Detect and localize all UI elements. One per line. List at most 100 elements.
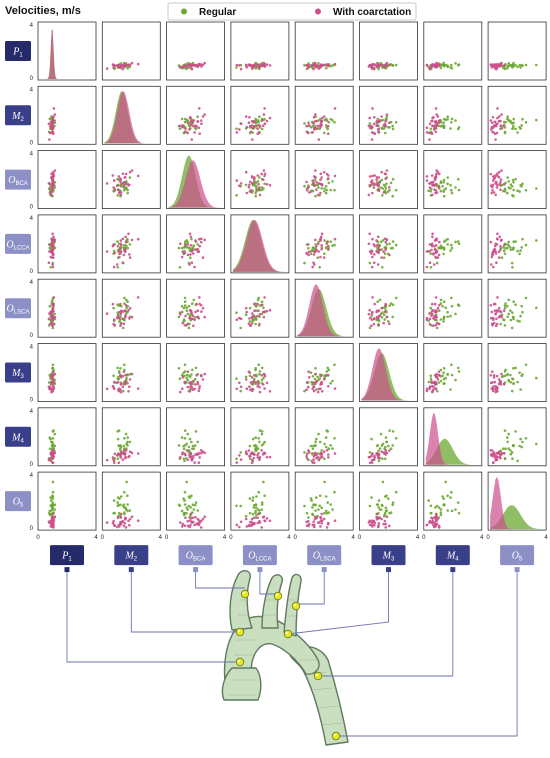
point-coarctation-5-6-11 xyxy=(436,378,440,381)
point-regular-3-6-18 xyxy=(442,252,445,256)
point-coarctation-6-1-21 xyxy=(111,456,115,459)
point-coarctation-4-0-24 xyxy=(51,322,55,326)
point-coarctation-4-1-5 xyxy=(124,314,127,318)
point-coarctation-4-5-2 xyxy=(383,310,387,313)
point-coarctation-0-5-26 xyxy=(370,67,374,70)
point-coarctation-0-3-27 xyxy=(250,64,254,67)
point-regular-5-7-21 xyxy=(535,376,538,380)
point-coarctation-1-3-14 xyxy=(239,122,243,126)
point-coarctation-3-7-19 xyxy=(499,239,503,242)
point-regular-2-1-8 xyxy=(116,194,120,197)
point-coarctation-2-4-6 xyxy=(305,180,308,184)
point-coarctation-1-5-20 xyxy=(368,116,372,120)
point-regular-2-3-26 xyxy=(263,182,266,186)
point-coarctation-4-2-19 xyxy=(194,310,197,314)
point-regular-4-7-4 xyxy=(503,324,507,327)
point-regular-1-5-10 xyxy=(383,131,387,135)
point-regular-7-2-24 xyxy=(188,496,192,499)
point-coarctation-2-5-7 xyxy=(382,191,386,194)
point-regular-4-6-5 xyxy=(442,315,446,319)
point-coarctation-2-7-5 xyxy=(499,181,502,184)
point-regular-4-6-22 xyxy=(439,302,443,305)
point-coarctation-6-4-20 xyxy=(320,455,324,459)
point-coarctation-5-6-25 xyxy=(434,387,437,391)
point-regular-3-6-25 xyxy=(442,246,446,250)
point-regular-7-2-18 xyxy=(182,497,185,500)
point-regular-5-6-21 xyxy=(444,376,448,380)
point-coarctation-3-6-9 xyxy=(432,253,435,256)
point-regular-2-5-8 xyxy=(381,194,384,197)
point-coarctation-3-1-26 xyxy=(105,250,109,253)
point-regular-4-3-20 xyxy=(244,313,248,317)
point-regular-2-1-12 xyxy=(128,176,132,179)
point-regular-5-2-27 xyxy=(180,373,184,377)
point-regular-2-5-27 xyxy=(384,191,388,195)
point-coarctation-3-1-15 xyxy=(136,237,140,241)
point-regular-2-6-27 xyxy=(450,191,454,195)
point-coarctation-7-6-20 xyxy=(431,519,434,523)
point-coarctation-0-5-27 xyxy=(368,64,372,67)
cell-2-1 xyxy=(101,150,161,210)
point-coarctation-3-2-21 xyxy=(198,244,201,248)
measurement-point-marker-5 xyxy=(283,629,293,639)
point-coarctation-0-7-23 xyxy=(502,64,506,67)
point-regular-3-0-25 xyxy=(53,246,57,250)
point-coarctation-3-4-16 xyxy=(327,248,330,251)
point-regular-6-4-5 xyxy=(314,444,317,447)
point-regular-7-4-21 xyxy=(323,480,326,484)
point-regular-6-0-27 xyxy=(48,436,52,439)
legend-box xyxy=(167,2,417,21)
point-coarctation-5-6-7 xyxy=(435,376,439,379)
point-regular-1-5-21 xyxy=(381,118,385,122)
point-coarctation-2-6-21 xyxy=(430,174,434,177)
point-coarctation-3-5-0 xyxy=(385,238,389,242)
connector-4 xyxy=(296,572,325,605)
point-coarctation-2-0-23 xyxy=(51,182,54,186)
point-coarctation-7-5-27 xyxy=(368,523,372,527)
point-regular-4-6-17 xyxy=(443,300,446,304)
point-coarctation-5-4-15 xyxy=(333,387,337,390)
point-regular-2-6-24 xyxy=(449,183,452,187)
point-coarctation-3-5-21 xyxy=(373,244,377,248)
point-regular-7-0-11 xyxy=(49,499,53,502)
point-regular-7-1-24 xyxy=(116,496,120,499)
point-regular-5-3-12 xyxy=(258,372,261,376)
point-coarctation-3-5-27 xyxy=(368,250,372,253)
point-regular-7-4-17 xyxy=(329,503,333,506)
point-regular-4-2-10 xyxy=(182,306,186,310)
point-coarctation-4-1-18 xyxy=(112,322,115,326)
point-coarctation-3-7-10 xyxy=(489,240,493,244)
point-regular-4-1-18 xyxy=(118,320,121,323)
point-coarctation-5-0-24 xyxy=(51,370,55,374)
point-regular-6-5-22 xyxy=(389,447,393,451)
point-coarctation-2-1-6 xyxy=(119,180,122,184)
cell-frame-1-3 xyxy=(230,85,290,145)
cell-3-2 xyxy=(166,214,226,274)
point-coarctation-6-0-25 xyxy=(49,452,52,456)
point-regular-6-5-24 xyxy=(370,437,373,441)
point-coarctation-2-5-11 xyxy=(380,170,383,174)
point-coarctation-2-5-20 xyxy=(368,183,372,187)
point-coarctation-5-2-24 xyxy=(186,370,190,374)
point-coarctation-6-5-16 xyxy=(384,453,388,456)
point-coarctation-5-1-20 xyxy=(127,390,130,393)
point-regular-3-2-19 xyxy=(187,246,191,249)
point-coarctation-6-1-25 xyxy=(118,452,121,456)
point-regular-6-4-12 xyxy=(314,440,317,444)
point-coarctation-7-4-11 xyxy=(322,517,326,521)
point-regular-4-5-6 xyxy=(388,304,391,307)
point-coarctation-1-7-19 xyxy=(499,124,503,127)
point-regular-2-7-8 xyxy=(511,194,514,197)
point-coarctation-0-2-26 xyxy=(190,67,194,70)
point-coarctation-7-6-24 xyxy=(437,524,441,528)
point-coarctation-3-6-13 xyxy=(425,265,429,269)
cell-frame-4-5 xyxy=(359,278,418,338)
point-coarctation-5-7-12 xyxy=(491,381,494,384)
point-regular-7-4-3 xyxy=(311,506,314,509)
point-coarctation-5-2-12 xyxy=(183,381,187,384)
point-regular-7-4-26 xyxy=(318,494,322,498)
point-coarctation-3-6-27 xyxy=(425,250,429,253)
cell-frame-4-2 xyxy=(166,278,226,338)
point-coarctation-5-1-11 xyxy=(128,378,132,381)
x-tick-max-2: 4 xyxy=(223,535,227,541)
